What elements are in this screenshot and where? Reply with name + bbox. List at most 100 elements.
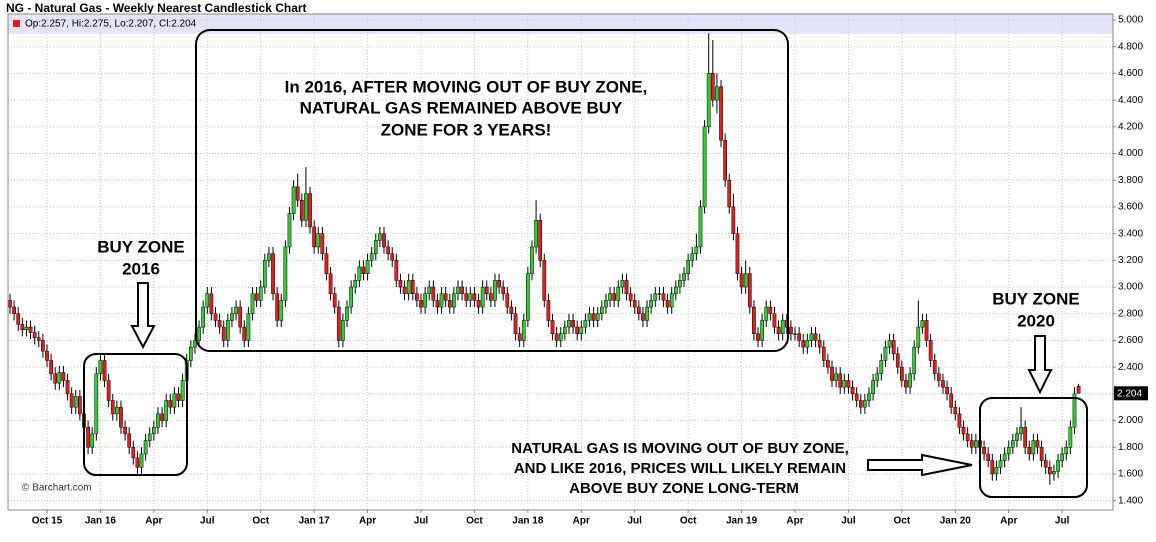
candle-body — [135, 457, 140, 468]
candle-body — [345, 306, 349, 321]
y-tick-label: 2.000 — [1118, 415, 1143, 426]
candle-body — [299, 200, 304, 221]
annotation: 2020 — [1017, 311, 1055, 330]
candle-body — [990, 460, 995, 475]
candle-body — [489, 293, 493, 301]
candle-body — [316, 233, 321, 248]
candle-body — [558, 333, 563, 341]
candle-body — [361, 266, 366, 274]
candle-body — [106, 380, 111, 401]
candle-body — [73, 396, 78, 408]
candle-body — [456, 286, 460, 294]
candle-body — [427, 286, 432, 294]
candle-body — [916, 326, 921, 348]
candle-body — [669, 293, 674, 308]
candle-body — [653, 293, 658, 301]
y-tick-label: 1.400 — [1118, 495, 1143, 506]
candle-body — [152, 426, 156, 435]
candle-body — [789, 326, 793, 335]
candle-body — [579, 326, 584, 335]
candle-body — [801, 340, 806, 348]
candle-body — [271, 253, 275, 294]
candle-body — [665, 300, 670, 308]
candle-body — [636, 306, 641, 314]
candle-body — [505, 293, 510, 308]
candle-body — [883, 346, 888, 361]
x-tick-label: Jul — [627, 516, 642, 527]
candle-body — [908, 373, 912, 388]
candle-body — [546, 300, 551, 321]
candle-body — [36, 337, 41, 341]
candle-body — [608, 293, 612, 301]
info-text: Op:2.257, Hi:2.275, Lo:2.207, Cl:2.204 — [25, 19, 197, 30]
x-tick-label: Apr — [1000, 516, 1017, 527]
candle-body — [1006, 446, 1011, 455]
candle-body — [119, 406, 123, 428]
grid — [8, 14, 1113, 510]
candle-body — [624, 280, 629, 294]
y-tick-label: 3.600 — [1118, 202, 1143, 213]
y-tick-label: 1.600 — [1118, 469, 1143, 480]
candle-body — [1010, 440, 1015, 448]
candle-body — [476, 300, 481, 308]
candle-body — [612, 293, 617, 301]
candle-body — [900, 366, 904, 381]
candle-body — [1002, 453, 1007, 461]
candle-body — [443, 293, 448, 301]
candle-body — [308, 193, 312, 228]
candle-body — [493, 280, 497, 301]
candle-body — [821, 346, 826, 361]
candle-body — [554, 333, 559, 341]
candle-body — [571, 320, 575, 328]
candle-body — [616, 286, 621, 301]
x-tick-label: Oct — [680, 516, 697, 527]
candle-body — [390, 253, 395, 261]
candle-body — [131, 446, 136, 459]
candle-body — [694, 246, 699, 254]
candle-body — [147, 433, 152, 441]
x-tick-label: Apr — [573, 516, 590, 527]
candle-body — [439, 293, 444, 308]
candle-body — [678, 280, 682, 288]
x-tick-label: Oct 15 — [32, 516, 63, 527]
candle-body — [817, 340, 822, 348]
candle-body — [225, 320, 230, 341]
candle-body — [431, 286, 436, 301]
candle-body — [834, 373, 838, 381]
candle-body — [201, 306, 206, 328]
candle-body — [620, 280, 625, 288]
candle-body — [213, 313, 218, 321]
candle-body — [1019, 426, 1023, 435]
source: © Barchart.com — [22, 483, 92, 494]
chart-title: NG - Natural Gas - Weekly Nearest Candle… — [6, 1, 307, 15]
candle-body — [275, 293, 279, 321]
y-tick-label: 3.200 — [1118, 255, 1143, 266]
candle-body — [115, 406, 119, 415]
x-tick-label: Jan 16 — [85, 516, 117, 527]
candle-body — [283, 246, 288, 301]
candle-body — [357, 266, 362, 281]
candle-body — [86, 426, 90, 448]
candle-body — [69, 393, 74, 408]
candle-body — [526, 273, 530, 321]
candle-body — [1027, 446, 1032, 455]
candle-body — [172, 393, 177, 408]
y-tick-label: 2.800 — [1118, 308, 1143, 319]
candle-body — [234, 306, 238, 314]
candle-body — [731, 206, 736, 234]
candle-body — [538, 220, 543, 261]
candle-body — [563, 326, 567, 335]
candle-body — [937, 373, 941, 381]
buy-zone-2020-box — [979, 397, 1088, 498]
candle-body — [530, 246, 534, 274]
candle-body — [123, 426, 127, 435]
candle-body — [24, 326, 29, 331]
x-tick-label: Apr — [359, 516, 376, 527]
candle-body — [90, 433, 95, 448]
candle-body — [1043, 460, 1048, 468]
candle-body — [127, 433, 132, 448]
candle-body — [768, 306, 773, 314]
candle-body — [756, 333, 760, 341]
candle-body — [805, 340, 810, 348]
